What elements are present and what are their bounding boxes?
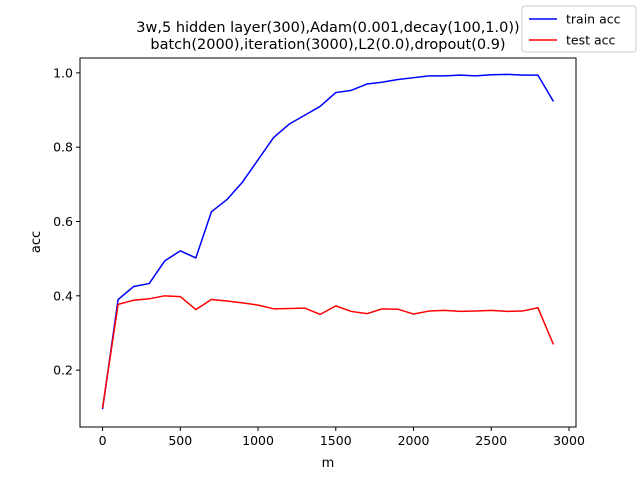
- series-line-test-acc: [101, 295, 555, 409]
- x-tick-label: 2500: [475, 433, 507, 448]
- y-axis-ticks: 0.2 0.4 0.6 0.8 1.0: [53, 65, 80, 378]
- y-tick-label: 0.6: [53, 214, 73, 229]
- y-tick-label: 1.0: [53, 65, 73, 80]
- x-axis-label: m: [322, 456, 335, 471]
- x-tick-label: 1500: [320, 433, 352, 448]
- y-tick-label: 0.2: [53, 363, 73, 378]
- series-line-train-acc: [101, 73, 555, 410]
- plot-area-frame: [79, 57, 577, 428]
- x-tick-label: 3000: [553, 433, 585, 448]
- y-tick-label: 0.4: [53, 288, 73, 303]
- legend-label-test-acc: test acc: [566, 33, 616, 48]
- legend-label-train-acc: train acc: [566, 12, 621, 27]
- plot-lines: [101, 73, 555, 410]
- x-tick-label: 500: [168, 433, 192, 448]
- x-tick-label: 2000: [398, 433, 430, 448]
- y-tick-label: 0.8: [53, 140, 73, 155]
- y-axis-label: acc: [29, 231, 44, 253]
- x-axis-ticks: 0 500 1000 1500 2000 2500 3000: [99, 427, 585, 448]
- chart-title-line-1: 3w,5 hidden layer(300),Adam(0.001,decay(…: [136, 20, 519, 36]
- x-tick-label: 0: [99, 433, 107, 448]
- chart-legend: train acc test acc: [521, 5, 637, 53]
- x-tick-label: 1000: [242, 433, 274, 448]
- chart-title-line-2: batch(2000),iteration(3000),L2(0.0),drop…: [150, 37, 505, 53]
